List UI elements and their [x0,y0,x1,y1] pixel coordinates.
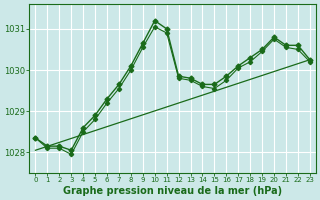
X-axis label: Graphe pression niveau de la mer (hPa): Graphe pression niveau de la mer (hPa) [63,186,282,196]
